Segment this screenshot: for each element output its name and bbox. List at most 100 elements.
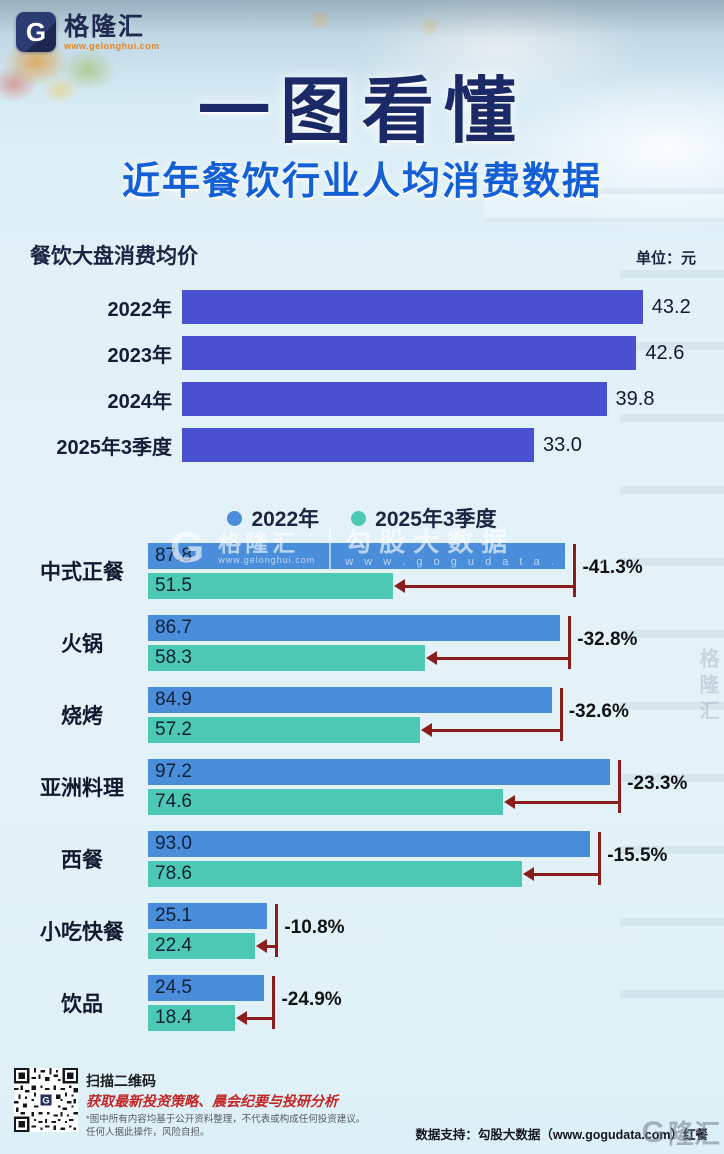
bar-value: 24.5 xyxy=(155,977,192,998)
bar-2022: 84.9 xyxy=(148,687,552,713)
bar-2025q3: 51.5 xyxy=(148,573,393,599)
arrow-baseline xyxy=(618,760,622,813)
arrow-baseline xyxy=(275,904,279,957)
value-bar xyxy=(182,290,643,324)
value-bar xyxy=(182,428,534,462)
category-label: 2024年 xyxy=(107,390,173,413)
avg-price-bar-chart: 2022年 43.2 2023年 42.6 2024年 39.8 2025年3季度 33.0 xyxy=(24,290,700,474)
bar-2025q3: 57.2 xyxy=(148,717,420,743)
arrow-baseline xyxy=(568,616,572,669)
bar-value: 97.2 xyxy=(155,761,192,782)
category-group: 中式正餐 87.8 51.5 -41.3% xyxy=(20,542,708,600)
subtitle: 近年餐饮行业人均消费数据 xyxy=(121,161,602,203)
arrow-head-icon xyxy=(426,651,438,665)
arrow-head-icon xyxy=(420,723,432,737)
arrow-head-icon xyxy=(255,939,267,953)
arrow-shaft xyxy=(402,585,577,588)
bar-2025q3: 22.4 xyxy=(148,933,255,959)
category-label: 2023年 xyxy=(107,344,173,367)
disclaimer-line-1: *图中所有内容均基于公开资料整理，不代表或构成任何投资建议。 xyxy=(86,1114,366,1125)
category-group: 小吃快餐 25.1 22.4 -10.8% xyxy=(20,902,708,960)
change-label: -23.3% xyxy=(627,773,688,794)
svg-text:G: G xyxy=(42,1096,49,1106)
bar-value: 87.8 xyxy=(155,545,192,566)
arrow-shaft xyxy=(531,873,602,876)
arrow-shaft xyxy=(435,657,572,660)
plot-area: 24.5 18.4 -24.9% xyxy=(148,974,708,1032)
category-label: 小吃快餐 xyxy=(40,921,124,944)
category-group: 烧烤 84.9 57.2 -32.6% xyxy=(20,686,708,744)
category-label: 2022年 xyxy=(107,298,173,321)
change-label: -41.3% xyxy=(582,557,643,578)
category-label: 中式正餐 xyxy=(40,561,124,584)
change-label: -15.5% xyxy=(607,845,668,866)
brand-logo-icon: G xyxy=(16,12,56,52)
category-label: 饮品 xyxy=(61,993,103,1016)
arrow-shaft xyxy=(429,729,563,732)
qr-code: G xyxy=(14,1068,78,1132)
plot-area: 86.7 58.3 -32.8% xyxy=(148,614,708,672)
chart1-title: 餐饮大盘消费均价 xyxy=(30,245,198,268)
bar-2022: 25.1 xyxy=(148,903,268,929)
data-support-credit: 数据支持：勾股大数据（www.gogudata.com）红餐 xyxy=(415,1128,708,1142)
bar-row: 2022年 43.2 xyxy=(24,290,700,324)
bar-2022: 87.8 xyxy=(148,543,566,569)
plot-area: 97.2 74.6 -23.3% xyxy=(148,758,708,816)
arrow-baseline xyxy=(573,544,577,597)
brand-logo-text: 格隆汇 www.gelonghui.com xyxy=(64,13,160,51)
arrow-shaft xyxy=(512,801,622,804)
brand-url: www.gelonghui.com xyxy=(64,40,160,51)
legend-label: 2025年3季度 xyxy=(375,508,497,531)
change-label: -24.9% xyxy=(281,989,342,1010)
value-bar xyxy=(182,382,607,416)
category-label: 亚洲料理 xyxy=(40,777,124,800)
legend-label: 2022年 xyxy=(251,508,320,531)
bar-value: 25.1 xyxy=(155,905,192,926)
disclaimer-line-2: 任何人据此操作，风险自担。 xyxy=(86,1127,210,1138)
arrow-head-icon xyxy=(522,867,534,881)
bar-2025q3: 58.3 xyxy=(148,645,426,671)
legend-dot xyxy=(351,510,367,526)
bar-value: 74.6 xyxy=(155,791,192,812)
category-group: 西餐 93.0 78.6 -15.5% xyxy=(20,830,708,888)
bar-row: 2023年 42.6 xyxy=(24,336,700,370)
legend-item: 2025年3季度 xyxy=(351,503,497,533)
bar-2025q3: 74.6 xyxy=(148,789,503,815)
bar-value: 18.4 xyxy=(155,1007,192,1028)
arrow-shaft xyxy=(264,945,279,948)
bar-2025q3: 18.4 xyxy=(148,1005,236,1031)
bar-value: 51.5 xyxy=(155,575,192,596)
category-label: 烧烤 xyxy=(61,705,103,728)
category-group: 火锅 86.7 58.3 -32.8% xyxy=(20,614,708,672)
category-comparison-bar-chart: 中式正餐 87.8 51.5 -41.3% 火锅 86.7 58.3 -32.8% 烧烤 84.9… xyxy=(20,542,708,1046)
change-label: -32.6% xyxy=(568,701,629,722)
category-label: 火锅 xyxy=(61,633,103,656)
value-label: 43.2 xyxy=(651,295,691,318)
bar-value: 57.2 xyxy=(155,719,192,740)
bar-value: 58.3 xyxy=(155,647,192,668)
bar-value: 22.4 xyxy=(155,935,192,956)
bar-2022: 97.2 xyxy=(148,759,611,785)
arrow-head-icon xyxy=(393,579,405,593)
category-group: 饮品 24.5 18.4 -24.9% xyxy=(20,974,708,1032)
plot-area: 87.8 51.5 -41.3% xyxy=(148,542,708,600)
bar-value: 84.9 xyxy=(155,689,192,710)
arrow-baseline xyxy=(559,688,563,741)
change-label: -32.8% xyxy=(577,629,638,650)
plot-area: 84.9 57.2 -32.6% xyxy=(148,686,708,744)
disclaimer: *图中所有内容均基于公开资料整理，不代表或构成任何投资建议。 任何人据此操作，风… xyxy=(86,1113,365,1139)
legend-dot xyxy=(227,510,243,526)
bar-row: 2025年3季度 33.0 xyxy=(24,428,700,462)
qr-caption: 扫描二维码 xyxy=(86,1073,156,1089)
category-label: 西餐 xyxy=(61,849,103,872)
chart1-unit-label: 单位：元 xyxy=(635,250,696,267)
change-label: -10.8% xyxy=(284,917,345,938)
arrow-baseline xyxy=(272,976,276,1029)
value-label: 42.6 xyxy=(645,341,685,364)
main-title: 一图看懂 xyxy=(197,72,526,152)
arrow-shaft xyxy=(245,1017,276,1020)
chart2-legend: 2022年 2025年3季度 xyxy=(0,503,724,533)
value-label: 39.8 xyxy=(615,387,655,410)
brand-logo: G 格隆汇 www.gelonghui.com xyxy=(16,12,160,52)
